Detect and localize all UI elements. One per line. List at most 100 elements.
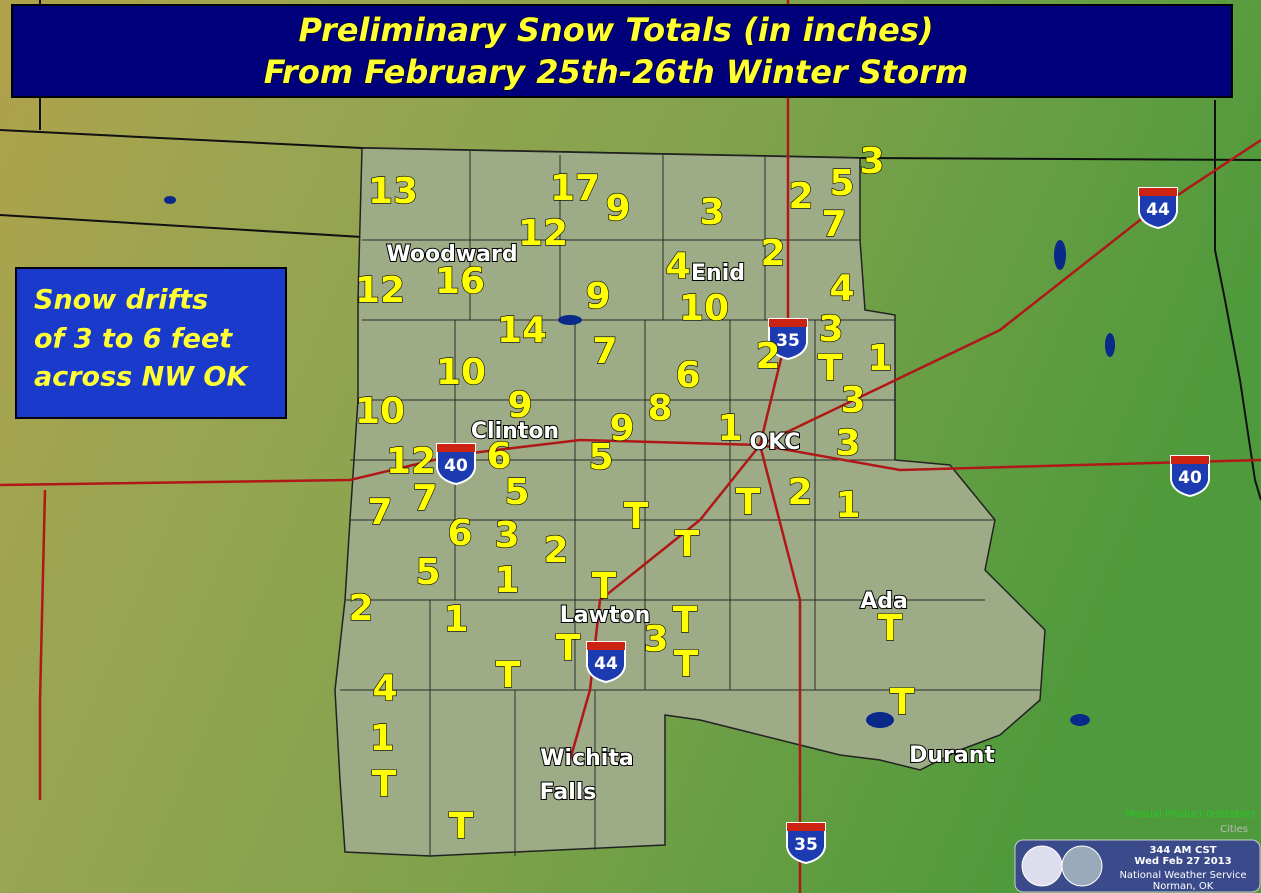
oklahoma-region: [334, 147, 1046, 857]
snow-total: T: [449, 806, 474, 847]
callout-box: [15, 267, 287, 419]
city-label: Lawton: [560, 603, 650, 628]
snow-total: T: [675, 524, 700, 565]
title-line: Preliminary Snow Totals (in inches): [299, 11, 934, 49]
interstate-shield: [786, 822, 826, 865]
snow-total: T: [556, 628, 581, 669]
shield-band: [587, 642, 625, 650]
location: Norman, OK: [1153, 881, 1214, 892]
snow-total: 10: [436, 352, 486, 393]
snow-total: T: [673, 600, 698, 641]
snow-total: 1: [494, 560, 519, 601]
noaa-logo: [1021, 845, 1063, 887]
snow-total: 8: [647, 388, 672, 429]
office: National Weather Service: [1119, 870, 1246, 881]
snow-total: T: [592, 566, 617, 607]
snow-total: 5: [588, 437, 613, 478]
snow-total: 7: [821, 204, 846, 245]
snow-total: 5: [415, 552, 440, 593]
shield-band: [1171, 456, 1209, 464]
labels: Woodward Enid Clinton OKC Lawton Ada Wichita Fa…: [348, 140, 1210, 865]
snow-total: T: [736, 482, 761, 523]
city-label: Ada: [860, 589, 908, 614]
snow-total: 16: [435, 261, 485, 302]
shield-band: [1139, 188, 1177, 196]
snow-total: 10: [679, 288, 729, 329]
title-line: From February 25th-26th Winter Storm: [264, 53, 969, 91]
snow-total: 12: [518, 213, 568, 254]
snow-total: 1: [835, 485, 860, 526]
snow-total: 6: [447, 513, 472, 554]
snow-total: 1: [717, 408, 742, 449]
snow-total: T: [674, 644, 699, 685]
snow-total: 1: [867, 338, 892, 379]
snow-total: 3: [840, 380, 865, 421]
interstate-shield: [1138, 187, 1178, 230]
product-note: Manual Product (editable): [1125, 809, 1254, 820]
snow-total: 7: [367, 492, 392, 533]
snow-total: 4: [829, 268, 854, 309]
snow-total: 3: [818, 309, 843, 350]
snow-total: 9: [605, 188, 630, 229]
shield-band: [787, 823, 825, 831]
interstate-number: 35: [794, 835, 818, 855]
time: 344 AM CST: [1149, 845, 1216, 856]
snow-total: T: [890, 682, 915, 723]
snow-total: 13: [368, 171, 418, 212]
city-label: Enid: [691, 261, 745, 286]
interstate-shield: [1170, 455, 1210, 498]
city-label: Wichita: [540, 746, 633, 771]
interstate-number: 44: [1146, 200, 1170, 220]
snow-total: 3: [859, 141, 884, 182]
snow-total: 7: [592, 331, 617, 372]
shield-band: [769, 319, 807, 327]
date: Wed Feb 27 2013: [1134, 856, 1231, 867]
interstate-shield: [436, 443, 476, 486]
snow-total: 7: [412, 478, 437, 519]
snow-total: T: [372, 764, 397, 805]
snow-total: 12: [355, 270, 405, 311]
interstate-number: 40: [1178, 468, 1202, 488]
interstate-shield: [586, 641, 626, 684]
interstate-number: 35: [776, 331, 800, 351]
snow-total: 3: [699, 192, 724, 233]
snow-total: 2: [543, 530, 568, 571]
snow-total: T: [818, 348, 843, 389]
snow-total: 6: [486, 436, 511, 477]
snow-total: 9: [585, 276, 610, 317]
city-label: OKC: [750, 430, 801, 455]
snow-total: T: [878, 608, 903, 649]
snow-total: 9: [609, 408, 634, 449]
interstate-shield: [768, 318, 808, 361]
interstate-number: 44: [594, 654, 618, 674]
nws-logo: [1061, 845, 1103, 887]
snow-total: 3: [643, 619, 668, 660]
title-banner: [11, 4, 1233, 98]
snow-total: 5: [829, 163, 854, 204]
layer-note: Cities: [1220, 824, 1248, 835]
shield-band: [437, 444, 475, 452]
snow-total: 2: [760, 233, 785, 274]
snow-total: 1: [443, 599, 468, 640]
snow-total: 12: [386, 441, 436, 482]
city-label: Durant: [909, 743, 995, 768]
snow-total: T: [624, 496, 649, 537]
callout-line: of 3 to 6 feet: [34, 324, 233, 355]
snow-total: 2: [348, 588, 373, 629]
snow-total: 9: [507, 385, 532, 426]
snow-total: 3: [835, 423, 860, 464]
city-label: Clinton: [471, 419, 559, 444]
snow-total: 1: [369, 718, 394, 759]
city-label: Falls: [540, 780, 597, 805]
snow-total: 2: [788, 176, 813, 217]
city-label: Woodward: [386, 242, 517, 267]
snow-total: 4: [372, 668, 397, 709]
snow-total: 17: [550, 168, 600, 209]
snow-total: 10: [355, 391, 405, 432]
snow-total: 6: [675, 355, 700, 396]
callout-line: across NW OK: [34, 362, 249, 393]
lakes: [164, 196, 1115, 728]
snow-total: 5: [504, 472, 529, 513]
